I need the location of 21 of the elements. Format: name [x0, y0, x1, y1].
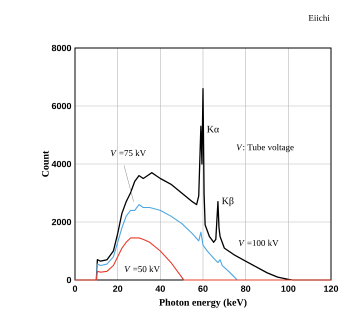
y-tick-label: 4000 — [52, 160, 72, 168]
x-tick-label: 20 — [112, 286, 122, 292]
x-tick-label: 100 — [281, 286, 296, 292]
x-tick-label: 0 — [72, 286, 78, 292]
y-tick-label: 8000 — [52, 44, 72, 52]
text: V =75 kV — [110, 150, 146, 156]
x-tick-label: 40 — [155, 286, 165, 292]
y-tick-label: 6000 — [52, 102, 72, 110]
series-label: V =100 kV — [238, 240, 279, 246]
text: Eiichi — [308, 14, 330, 22]
annotation: Kα — [207, 126, 219, 133]
y-axis-title: Count — [42, 150, 49, 177]
x-tick-label: 80 — [240, 286, 250, 292]
y-tick-label: 0 — [66, 276, 72, 284]
x-axis-title: Photon energy (keV) — [159, 298, 247, 308]
x-tick-label: 120 — [324, 286, 338, 292]
series-label: V =50 kV — [124, 266, 160, 272]
x-tick-label: 60 — [198, 286, 208, 292]
y-tick-label: 2000 — [52, 218, 72, 226]
annotation: Kβ — [222, 197, 234, 206]
annotation: V: Tube voltage — [236, 144, 294, 152]
